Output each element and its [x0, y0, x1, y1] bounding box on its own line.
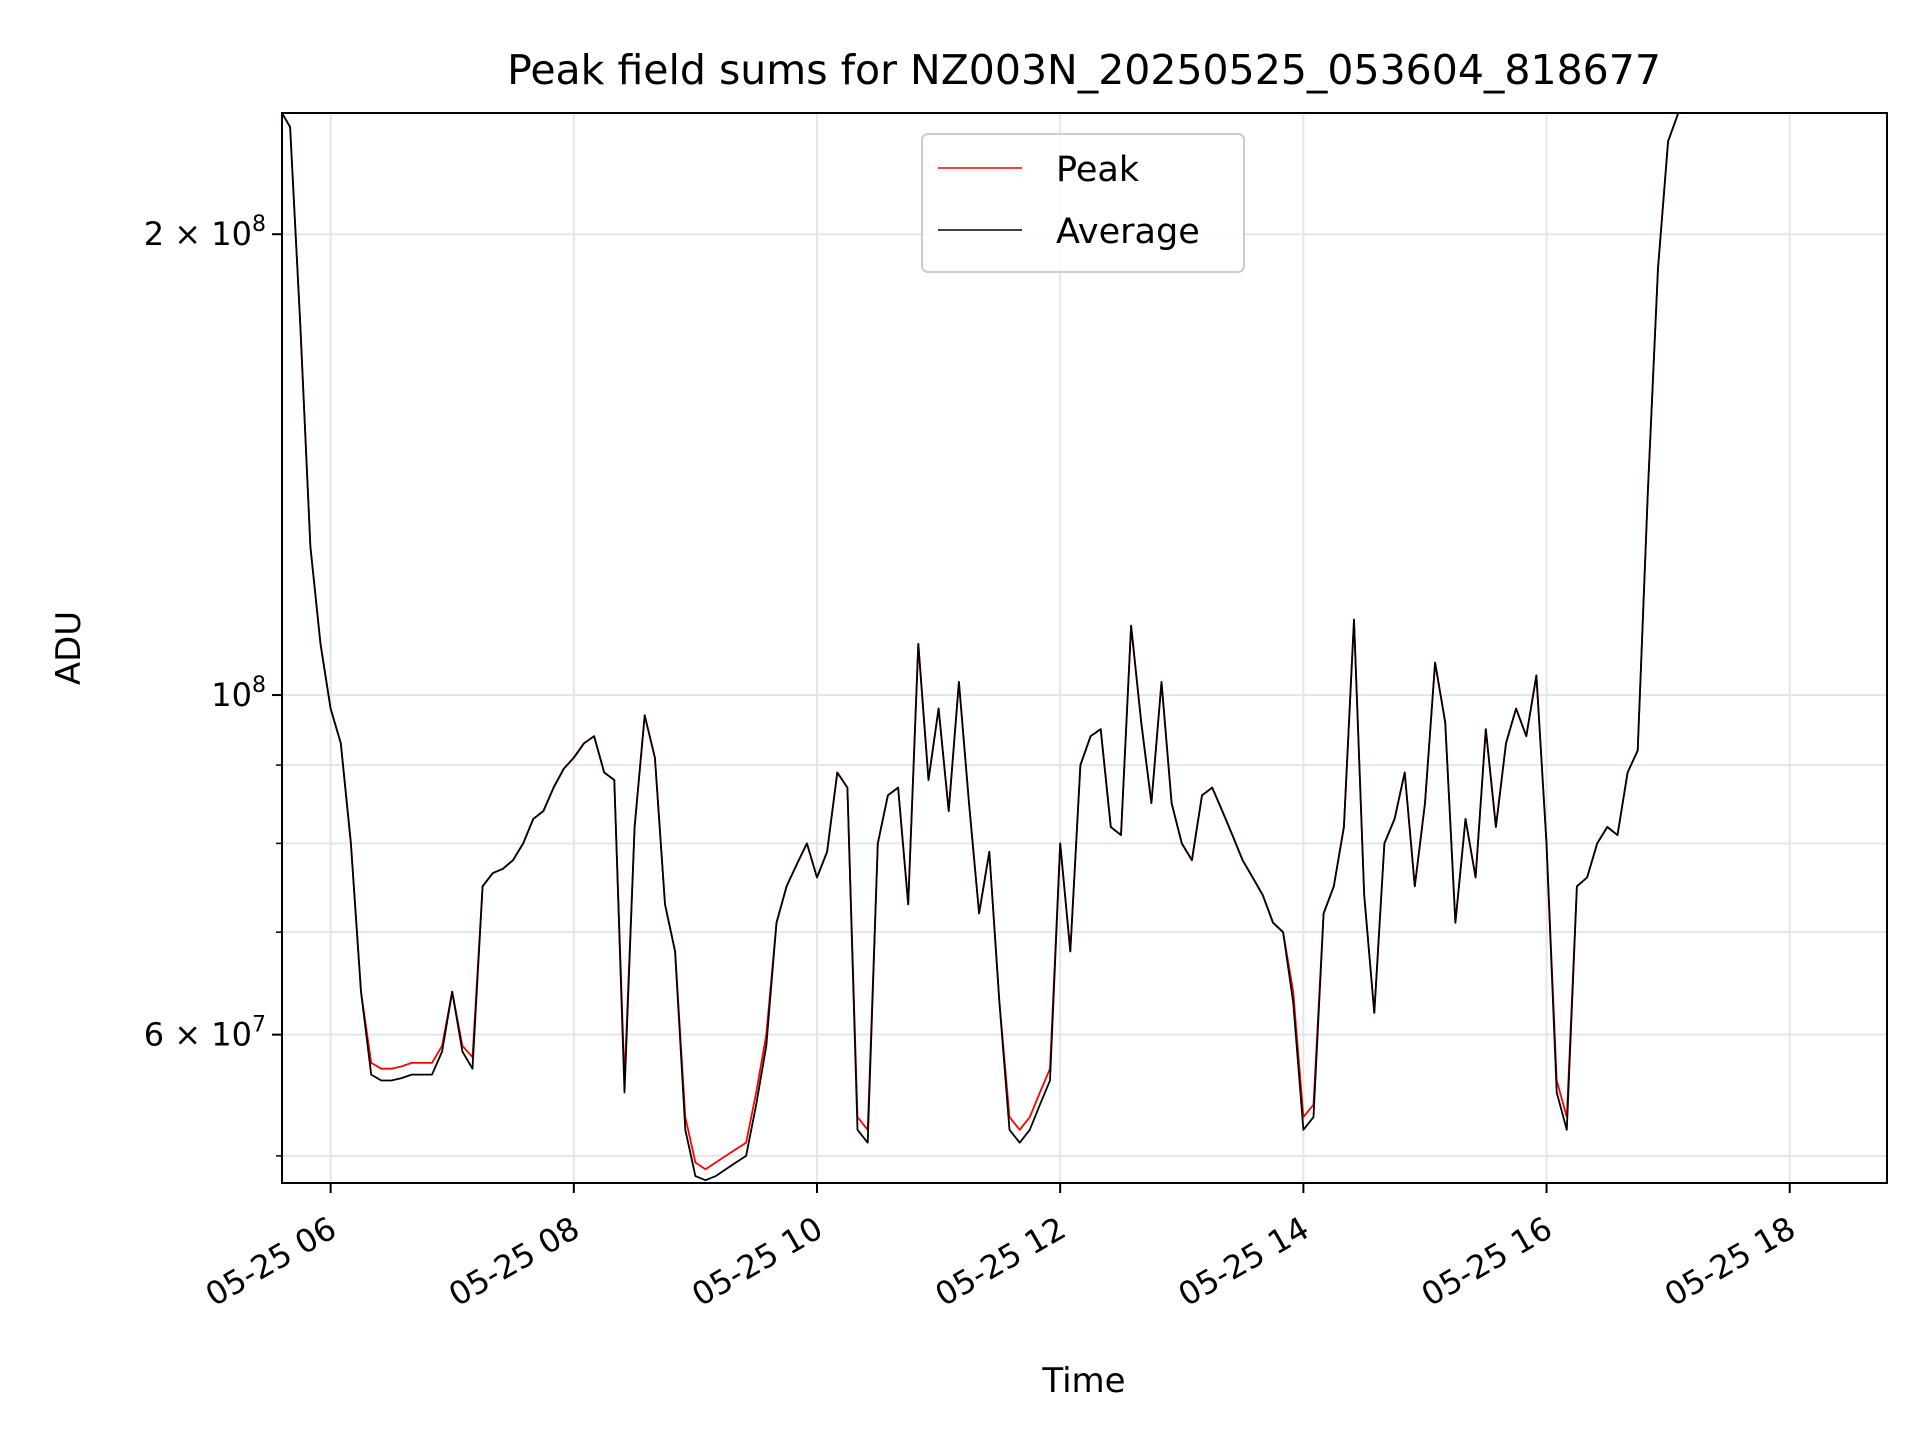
legend-average-label: Average: [1056, 212, 1200, 252]
y-tick-label: 2 × 108: [144, 212, 266, 253]
average-series-line: [282, 113, 1680, 1182]
plot-lines: [282, 113, 1680, 1182]
x-axis-label: Time: [1041, 1361, 1125, 1401]
grid: [282, 113, 1887, 1183]
chart-title: Peak field sums for NZ003N_20250525_0536…: [507, 46, 1661, 94]
plot-frame: [281, 112, 1888, 1184]
y-axis-label: ADU: [49, 611, 89, 685]
y-tick-label: 6 × 107: [144, 1013, 266, 1054]
legend: Peak Average: [921, 133, 1245, 273]
legend-peak-label: Peak: [1056, 150, 1140, 190]
